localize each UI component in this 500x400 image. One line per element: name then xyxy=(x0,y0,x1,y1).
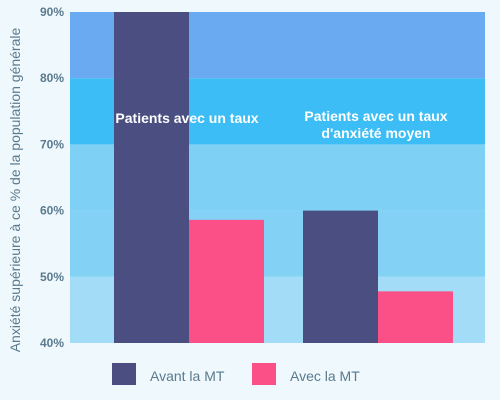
bar-avant-0 xyxy=(114,12,189,343)
legend-label-0: Avant la MT xyxy=(150,368,225,384)
bar-avec-1 xyxy=(378,291,453,343)
y-tick-label-2: 60% xyxy=(40,204,64,218)
y-tick-label-0: 40% xyxy=(40,336,64,350)
bar-avec-0 xyxy=(189,219,264,343)
legend-swatch-0 xyxy=(112,363,136,385)
legend-swatch-1 xyxy=(252,363,276,385)
y-tick-label-5: 90% xyxy=(40,5,64,19)
category-label-1-line-0: Patients avec un taux xyxy=(304,108,447,124)
category-label-1-line-1: d'anxiété moyen xyxy=(321,125,430,141)
y-tick-label-3: 70% xyxy=(40,137,64,151)
legend-label-1: Avec la MT xyxy=(290,368,360,384)
y-axis-title: Anxiété supérieure à ce % de la populati… xyxy=(7,27,23,353)
y-tick-label-4: 80% xyxy=(40,71,64,85)
y-tick-label-1: 50% xyxy=(40,270,64,284)
category-label-0-line-0: Patients avec un taux xyxy=(115,110,258,126)
bar-avant-1 xyxy=(303,210,378,343)
